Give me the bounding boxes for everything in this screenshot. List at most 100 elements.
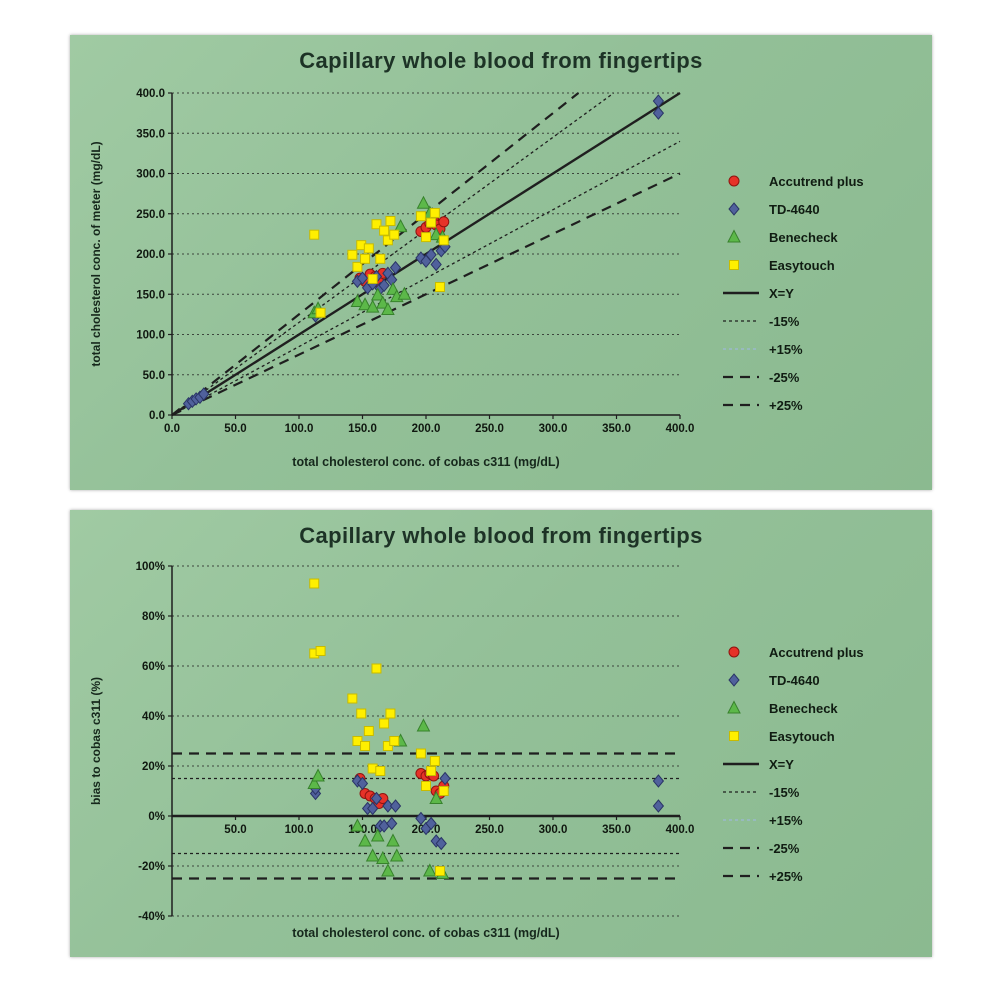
data-point: [389, 848, 404, 862]
tick-label: 250.0: [475, 423, 504, 435]
diamond-marker-icon: [728, 673, 740, 687]
tick-label: 40%: [142, 711, 165, 723]
data-point: [365, 848, 380, 862]
data-point: [367, 801, 379, 816]
data-point: [429, 207, 440, 218]
tick-label: 0.0: [164, 423, 180, 435]
data-point: [422, 863, 437, 877]
legend-label: +25%: [769, 868, 803, 884]
dash-line-icon: [723, 375, 759, 379]
series-benecheck: [307, 718, 450, 879]
tick-label: 400.0: [666, 824, 695, 836]
tick-label: 150.0: [136, 289, 165, 301]
legend-label: -25%: [769, 369, 800, 385]
gridlines: [172, 565, 680, 917]
data-point: [426, 217, 437, 228]
series-easytouch: [309, 578, 449, 876]
tick-label: 200.0: [412, 423, 441, 435]
data-point: [389, 736, 400, 746]
data-point: [352, 261, 363, 272]
legend-item-x=y: X=Y: [722, 283, 927, 303]
data-point: [438, 786, 449, 796]
legend-label: +25%: [769, 397, 803, 413]
data-point: [397, 286, 412, 300]
data-point: [358, 833, 372, 847]
data-point: [367, 273, 378, 284]
data-point: [421, 232, 431, 243]
tick-label: 250.0: [136, 209, 165, 221]
tick-label: 50.0: [224, 824, 246, 836]
series-easytouch: [309, 207, 449, 318]
legend-item-easytouch: Easytouch: [722, 726, 927, 746]
dot-line-icon: [723, 348, 759, 350]
data-point: [429, 790, 443, 804]
data-point: [363, 243, 374, 254]
data-point: [727, 700, 741, 714]
legend-label: X=Y: [769, 756, 794, 772]
data-point: [426, 766, 437, 776]
tick-label: 200.0: [136, 249, 165, 261]
tick-label: 400.0: [666, 423, 695, 435]
data-point: [381, 863, 395, 877]
dash-line-icon: [723, 846, 759, 850]
legend-label: Benecheck: [769, 700, 838, 716]
tick-label: 400.0: [136, 88, 165, 100]
data-point: [434, 282, 445, 293]
data-point: [430, 257, 442, 272]
legend-label: X=Y: [769, 285, 794, 301]
data-point: [382, 235, 393, 246]
legend-label: Benecheck: [769, 229, 838, 245]
reference-lines: [171, 91, 681, 417]
legend-item-td-4640: TD-4640: [722, 199, 927, 219]
dot-line-icon: [723, 819, 759, 821]
data-point: [438, 235, 449, 246]
data-point: [370, 791, 383, 806]
tick-label: 150.0: [348, 423, 377, 435]
circle-marker-icon: [728, 175, 740, 187]
data-point: [307, 775, 322, 789]
data-point: [379, 718, 390, 729]
triangle-marker-icon: [727, 700, 741, 714]
square-marker-icon: [729, 731, 739, 741]
tick-label: 100%: [136, 561, 165, 573]
data-point: [425, 816, 437, 831]
legend-item--15%: -15%: [722, 782, 927, 802]
series-td-4640: [309, 771, 665, 851]
chart-panel-top: Capillary whole blood from fingertips to…: [70, 35, 932, 490]
legend-item-benecheck: Benecheck: [722, 227, 927, 247]
axes: 0.0 50.0 100.0 150.0 200.0 250.0 300.0 350.0 400…: [136, 88, 694, 435]
legend-item-benecheck: Benecheck: [722, 698, 927, 718]
legend-item-easytouch: Easytouch: [722, 255, 927, 275]
data-point: [350, 293, 365, 307]
tick-label: 300.0: [539, 423, 568, 435]
data-point: [729, 731, 739, 741]
data-point: [375, 253, 386, 264]
dash-line-icon: [723, 403, 759, 407]
data-point: [198, 387, 210, 401]
data-point: [370, 287, 385, 301]
data-point: [309, 229, 320, 240]
tick-label: 100.0: [285, 423, 314, 435]
tick-label: 300.0: [539, 824, 568, 836]
legend-item-accutrend-plus: Accutrend plus: [722, 642, 927, 662]
legend-label: +15%: [769, 341, 803, 357]
top-y-axis-label: total cholesterol conc. of meter (mg/dL): [89, 141, 103, 367]
legend-item-accutrend-plus: Accutrend plus: [722, 171, 927, 191]
legend-item--15%: -15%: [722, 311, 927, 331]
dash-line-icon: [723, 874, 759, 878]
data-point: [347, 693, 358, 704]
solid-line-icon: [723, 291, 759, 295]
legend-label: -15%: [769, 784, 800, 800]
triangle-marker-icon: [727, 229, 741, 243]
data-point: [435, 836, 447, 851]
tick-label: 20%: [142, 761, 165, 773]
data-point: [363, 726, 374, 736]
legend-label: TD-4640: [769, 201, 820, 217]
legend-item-td-4640: TD-4640: [722, 670, 927, 690]
data-point: [358, 297, 372, 311]
data-point: [375, 295, 390, 309]
tick-label: 60%: [142, 661, 165, 673]
legend-item--25%: -25%: [722, 367, 927, 387]
data-point: [729, 260, 739, 270]
